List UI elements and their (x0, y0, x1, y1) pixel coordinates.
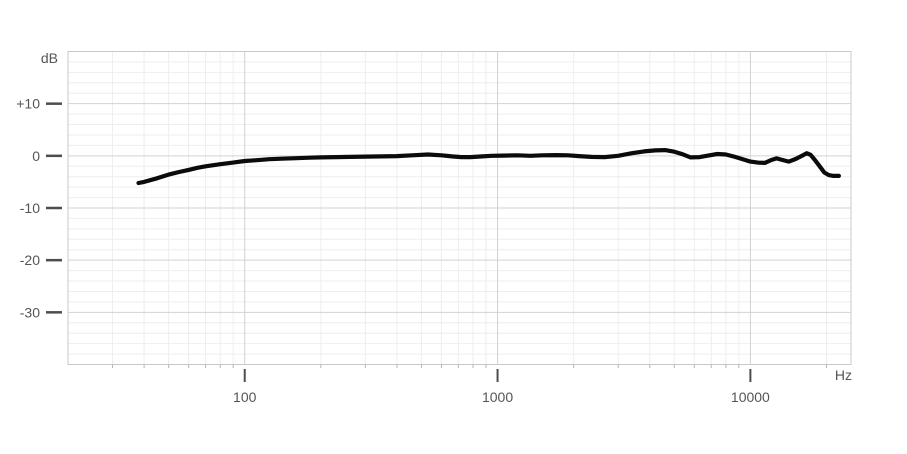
y-tick-label: -20 (20, 252, 40, 268)
plot-border-rect (67, 51, 852, 365)
y-tick-label: 0 (32, 148, 40, 164)
y-tick-label: -10 (20, 200, 40, 216)
y-axis-unit-label: dB (41, 50, 58, 66)
y-tick-label: -30 (20, 304, 40, 320)
axis-tick-labels: +10 0 -10 -20 -30 100 1000 10000 (16, 96, 770, 405)
response-curve (136, 148, 841, 186)
x-tick-label: 100 (233, 389, 257, 405)
y-tick-label: +10 (16, 96, 40, 112)
axis-ticks (46, 102, 827, 382)
x-tick-label: 10000 (731, 389, 770, 405)
x-axis-unit-label: Hz (835, 367, 852, 383)
grid-lines (68, 51, 851, 365)
plot-border (67, 51, 852, 365)
frequency-response-line (136, 148, 841, 186)
x-tick-label: 1000 (482, 389, 513, 405)
